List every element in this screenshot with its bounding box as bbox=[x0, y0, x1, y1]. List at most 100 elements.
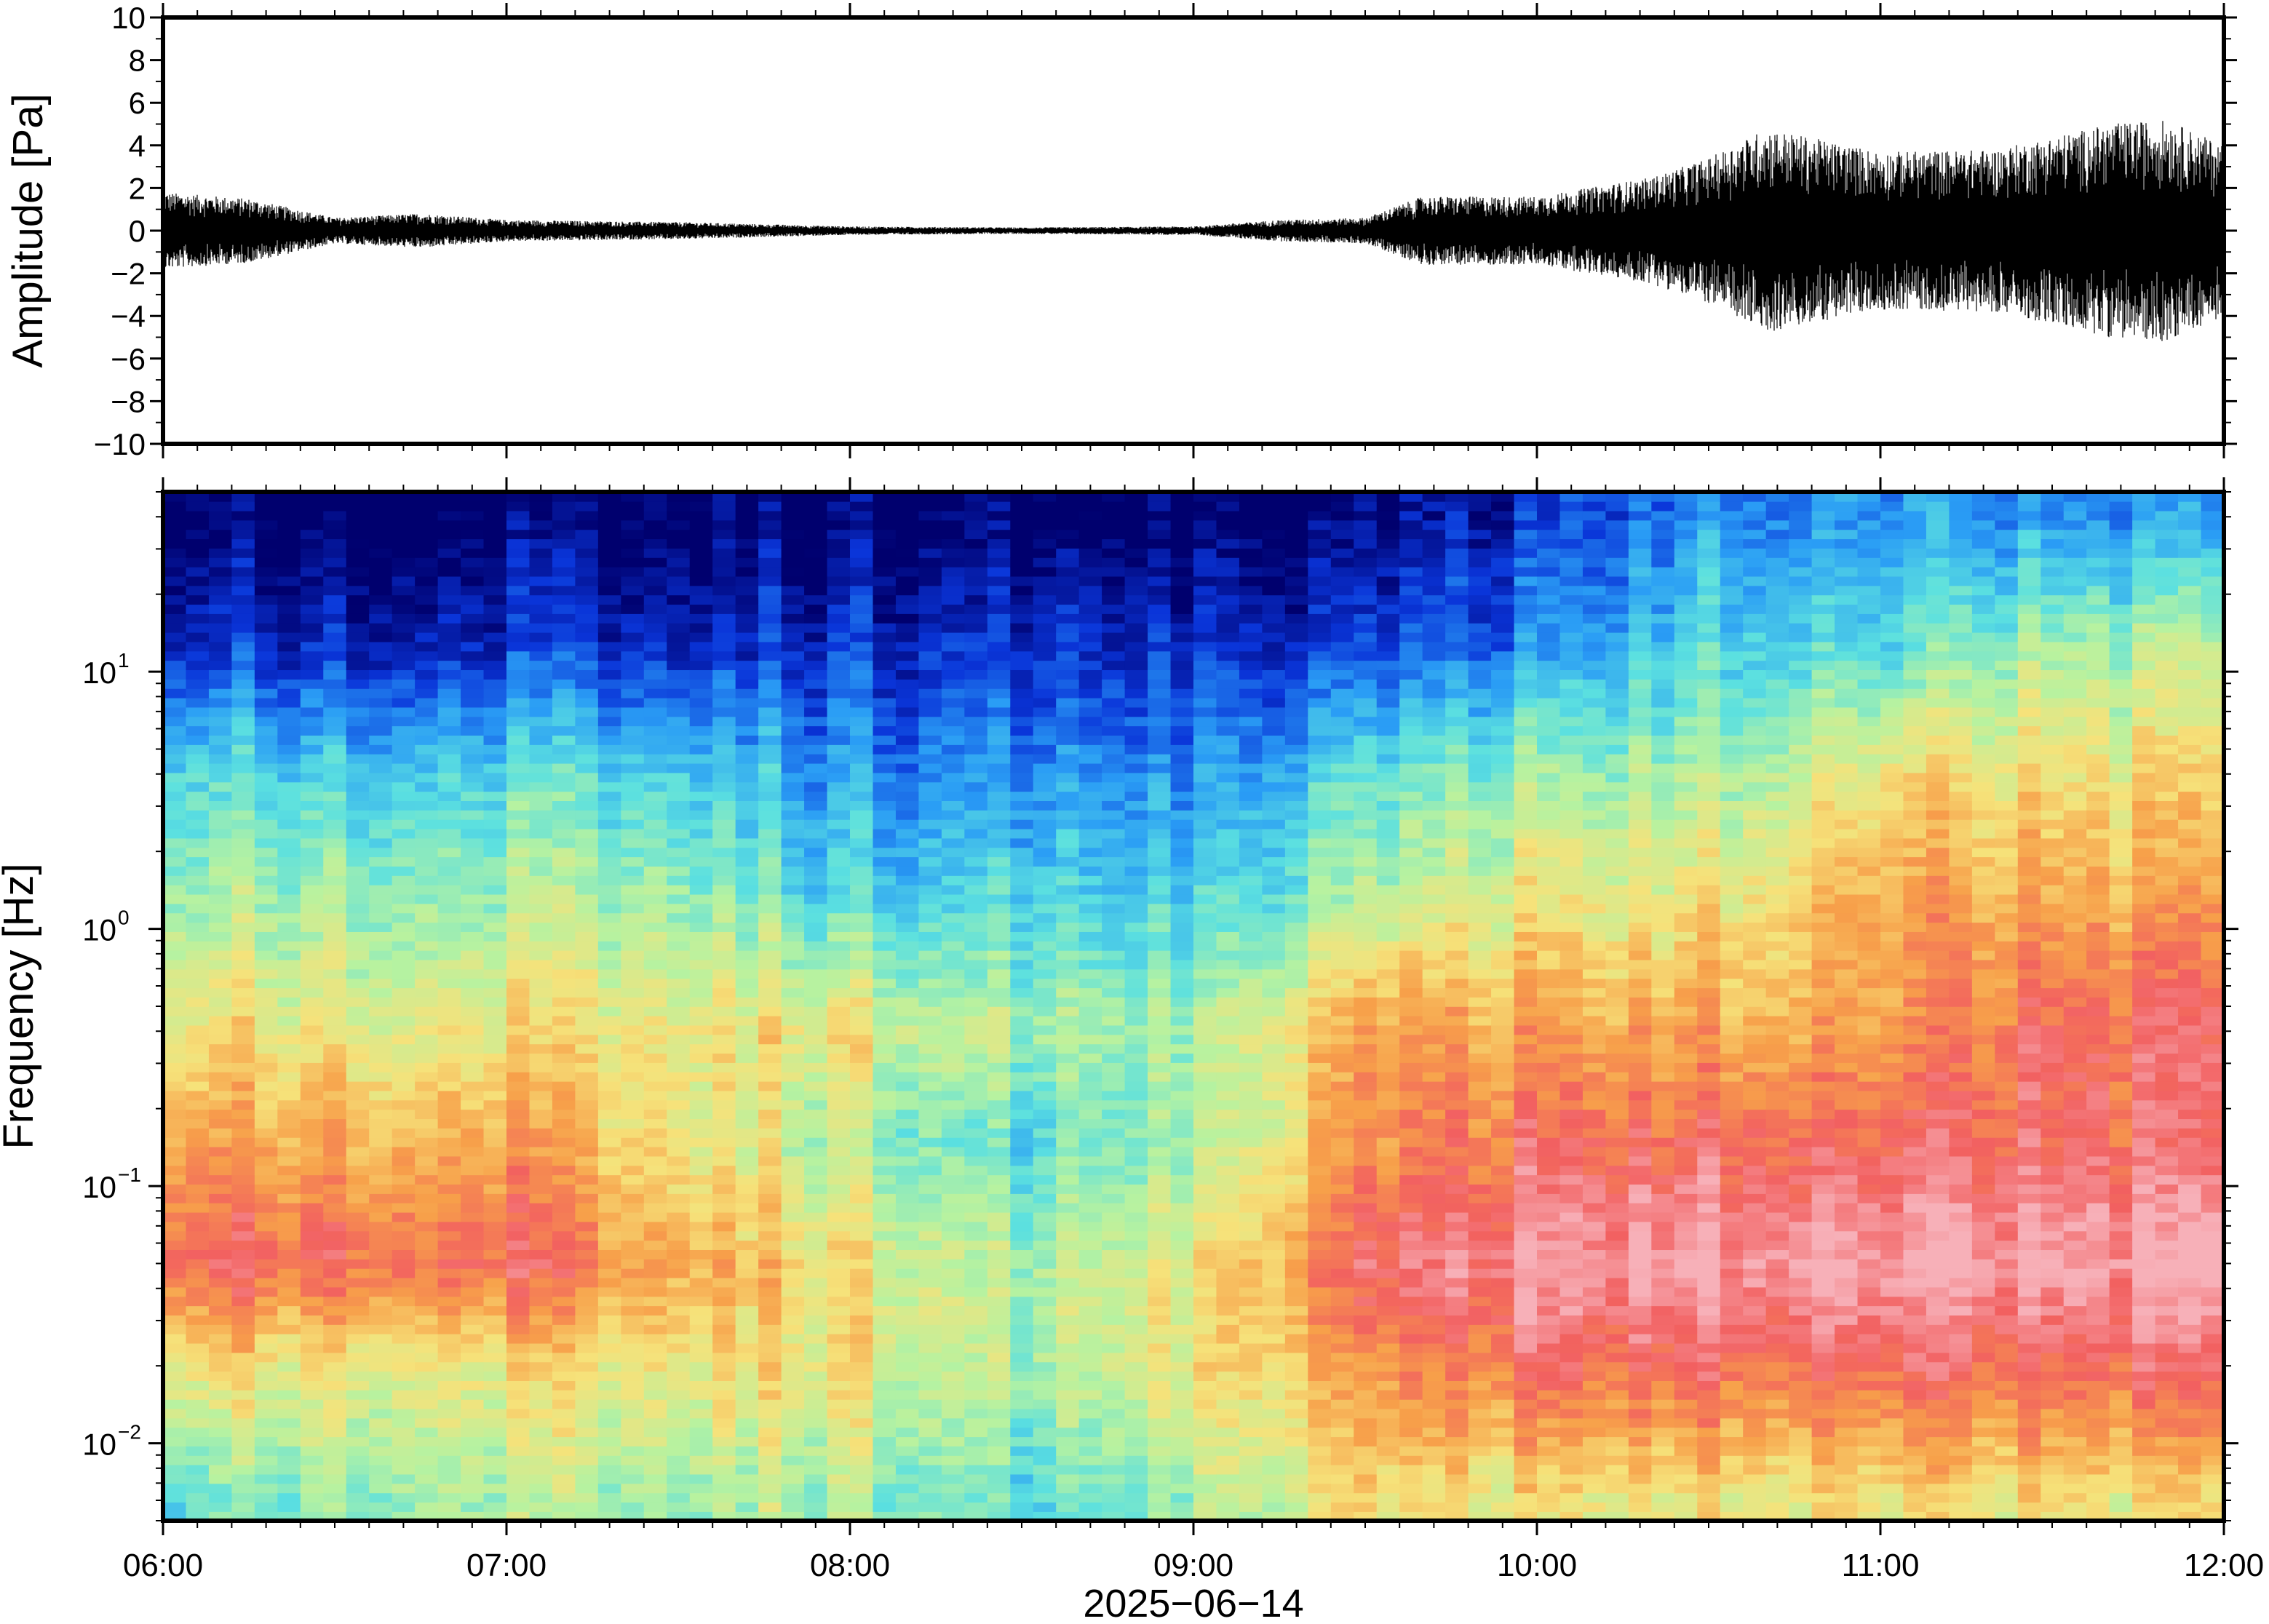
spectrogram-cell bbox=[277, 1483, 301, 1494]
spectrogram-cell bbox=[1010, 1221, 1034, 1232]
spectrogram-cell bbox=[689, 1286, 713, 1297]
spectrogram-cell bbox=[437, 1296, 461, 1307]
spectrogram-cell bbox=[873, 1071, 897, 1082]
spectrogram-cell bbox=[1102, 1015, 1126, 1026]
spectrogram-cell bbox=[1124, 1305, 1148, 1315]
spectrogram-cell bbox=[689, 866, 713, 876]
spectrogram-cell bbox=[895, 1053, 920, 1063]
spectrogram-cell bbox=[437, 1380, 461, 1390]
spectrogram-cell bbox=[163, 622, 187, 633]
spectrogram-cell bbox=[621, 660, 645, 671]
spectrogram-cell bbox=[231, 1408, 255, 1419]
spectrogram-cell bbox=[918, 1006, 942, 1016]
spectrogram-cell bbox=[552, 1333, 576, 1344]
spectrogram-cell bbox=[1102, 1053, 1126, 1063]
spectrogram-cell bbox=[895, 987, 920, 998]
spectrogram-cell bbox=[437, 1361, 461, 1372]
spectrogram-cell bbox=[712, 997, 736, 1007]
spectrogram-cell bbox=[437, 819, 461, 829]
spectrogram-cell bbox=[735, 1099, 759, 1110]
spectrogram-cell bbox=[323, 1473, 347, 1484]
spectrogram-cell bbox=[392, 679, 416, 689]
spectrogram-cell bbox=[1124, 903, 1148, 914]
spectrogram-cell bbox=[277, 1390, 301, 1400]
spectrogram-cell bbox=[461, 1333, 485, 1344]
spectrogram-cell bbox=[1056, 510, 1080, 521]
spectrogram-cell bbox=[850, 650, 874, 661]
spectrogram-cell bbox=[300, 679, 325, 689]
spectrogram-cell bbox=[689, 837, 713, 848]
spectrogram-cell bbox=[873, 1024, 897, 1035]
spectrogram-cell bbox=[254, 1342, 279, 1353]
spectrogram-cell bbox=[483, 557, 507, 568]
spectrogram-cell bbox=[415, 1473, 439, 1484]
spectrogram-cell bbox=[804, 1211, 828, 1222]
spectrogram-cell bbox=[735, 912, 759, 923]
spectrogram-cell bbox=[758, 1249, 782, 1259]
spectrogram-cell bbox=[369, 557, 393, 568]
spectrogram-cell bbox=[941, 744, 966, 755]
spectrogram-cell bbox=[208, 1053, 233, 1063]
spectrogram-cell bbox=[369, 706, 393, 717]
spectrogram-cell bbox=[873, 781, 897, 792]
spectrogram-cell bbox=[231, 1352, 255, 1363]
spectrogram-cell bbox=[964, 548, 988, 558]
spectrogram-cell bbox=[987, 959, 1012, 970]
spectrogram-cell bbox=[277, 557, 301, 568]
spectrogram-cell bbox=[689, 716, 713, 727]
spectrogram-cell bbox=[163, 1146, 187, 1157]
spectrogram-cell bbox=[712, 1492, 736, 1503]
spectrogram-cell bbox=[804, 772, 828, 783]
spectrogram-cell bbox=[827, 781, 851, 792]
spectrogram-cell bbox=[346, 800, 370, 811]
spectrogram-cell bbox=[873, 1333, 897, 1344]
spectrogram-cell bbox=[1124, 697, 1148, 708]
spectrogram-cell bbox=[300, 1483, 325, 1494]
spectrogram-cell bbox=[1056, 941, 1080, 951]
spectrogram-cell bbox=[392, 1259, 416, 1269]
spectrogram-cell bbox=[506, 931, 531, 942]
spectrogram-cell bbox=[597, 538, 622, 549]
spectrogram-cell bbox=[918, 1109, 942, 1120]
spectrogram-cell bbox=[667, 1109, 691, 1120]
spectrogram-cell bbox=[597, 706, 622, 717]
spectrogram-cell bbox=[1124, 931, 1148, 942]
spectrogram-cell bbox=[1056, 763, 1080, 773]
spectrogram-cell bbox=[254, 828, 279, 839]
spectrogram-cell bbox=[941, 1511, 966, 1521]
spectrogram-cell bbox=[964, 753, 988, 764]
spectrogram-cell bbox=[254, 1417, 279, 1428]
spectrogram-cell bbox=[1148, 997, 1172, 1007]
spectrogram-cell bbox=[461, 1155, 485, 1166]
spectrogram-cell bbox=[643, 941, 668, 951]
spectrogram-cell bbox=[918, 1446, 942, 1456]
spectrogram-cell bbox=[163, 772, 187, 783]
spectrogram-cell bbox=[1033, 856, 1057, 867]
spectrogram-cell bbox=[827, 679, 851, 689]
spectrogram-cell bbox=[735, 1305, 759, 1315]
spectrogram-cell bbox=[1078, 650, 1102, 661]
spectrogram-cell bbox=[1010, 912, 1034, 923]
spectrogram-cell bbox=[346, 1333, 370, 1344]
spectrogram-cell bbox=[186, 1128, 210, 1138]
spectrogram-cell bbox=[461, 1277, 485, 1288]
spectrogram-cell bbox=[186, 706, 210, 717]
spectrogram-cell bbox=[873, 622, 897, 633]
spectrogram-cell bbox=[346, 576, 370, 586]
spectrogram-cell bbox=[941, 1146, 966, 1157]
spectrogram-cell bbox=[461, 1473, 485, 1484]
spectrogram-cell bbox=[529, 1427, 553, 1438]
spectrogram-cell bbox=[1148, 1492, 1172, 1503]
spectrogram-cell bbox=[850, 959, 874, 970]
spectrogram-cell bbox=[895, 1436, 920, 1446]
spectrogram-cell bbox=[781, 1211, 805, 1222]
spectrogram-cell bbox=[1102, 492, 1126, 502]
spectrogram-cell bbox=[850, 847, 874, 858]
spectrogram-cell bbox=[667, 622, 691, 633]
spectrogram-cell bbox=[621, 1015, 645, 1026]
spectrogram-cell bbox=[873, 800, 897, 811]
spectrogram-cell bbox=[712, 1006, 736, 1016]
spectrogram-cell bbox=[689, 1342, 713, 1353]
spectrogram-cell bbox=[758, 819, 782, 829]
spectrogram-cell bbox=[1010, 548, 1034, 558]
